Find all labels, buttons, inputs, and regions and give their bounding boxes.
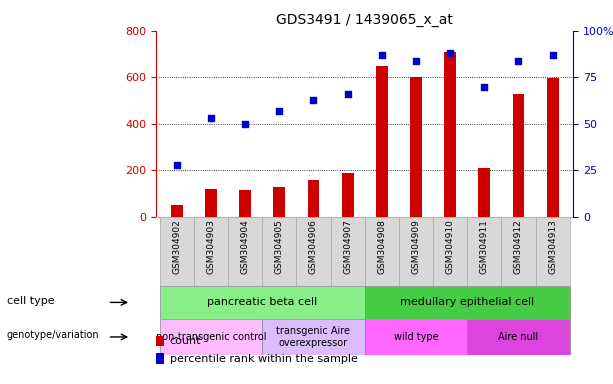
Bar — [308, 180, 319, 217]
Bar — [365, 319, 467, 355]
Point — [240, 121, 250, 127]
Bar — [194, 217, 228, 286]
Text: GSM304910: GSM304910 — [446, 219, 455, 274]
Bar — [156, 353, 164, 364]
Bar — [467, 217, 501, 286]
Point — [206, 115, 216, 121]
Text: GSM304913: GSM304913 — [548, 219, 557, 274]
Text: GSM304905: GSM304905 — [275, 219, 284, 274]
Bar — [376, 66, 388, 217]
Text: count: count — [170, 336, 201, 346]
Bar — [156, 336, 164, 346]
Bar — [478, 168, 490, 217]
Bar — [160, 286, 365, 319]
Bar — [341, 173, 354, 217]
Point — [275, 108, 284, 114]
Bar — [536, 217, 569, 286]
Text: Aire null: Aire null — [498, 332, 539, 342]
Bar — [365, 217, 399, 286]
Point — [411, 58, 421, 64]
Point — [343, 91, 352, 97]
Bar — [273, 187, 285, 217]
Point — [377, 52, 387, 58]
Bar — [297, 217, 330, 286]
Bar — [410, 77, 422, 217]
Text: percentile rank within the sample: percentile rank within the sample — [170, 354, 358, 364]
Bar — [501, 217, 536, 286]
Text: GSM304912: GSM304912 — [514, 219, 523, 274]
Text: pancreatic beta cell: pancreatic beta cell — [207, 297, 318, 308]
Bar — [365, 286, 569, 319]
Bar — [160, 217, 194, 286]
Text: GSM304911: GSM304911 — [480, 219, 489, 274]
Point — [479, 84, 489, 90]
Text: medullary epithelial cell: medullary epithelial cell — [400, 297, 535, 308]
Text: non-transgenic control: non-transgenic control — [156, 332, 266, 342]
Text: cell type: cell type — [7, 296, 55, 306]
Bar — [262, 319, 365, 355]
Text: GSM304908: GSM304908 — [378, 219, 386, 274]
Bar — [433, 217, 467, 286]
Text: GSM304903: GSM304903 — [207, 219, 216, 274]
Bar — [330, 217, 365, 286]
Point — [514, 58, 524, 64]
Text: GSM304907: GSM304907 — [343, 219, 352, 274]
Point — [172, 162, 181, 168]
Point — [548, 52, 558, 58]
Bar — [512, 94, 525, 217]
Bar — [547, 78, 558, 217]
Text: GSM304904: GSM304904 — [241, 219, 249, 274]
Point — [308, 96, 318, 103]
Bar — [228, 217, 262, 286]
Bar — [171, 205, 183, 217]
Text: GSM304902: GSM304902 — [172, 219, 181, 274]
Text: wild type: wild type — [394, 332, 438, 342]
Point — [445, 50, 455, 56]
Bar — [262, 217, 297, 286]
Bar — [160, 319, 262, 355]
Bar — [467, 319, 569, 355]
Bar — [399, 217, 433, 286]
Text: GSM304909: GSM304909 — [411, 219, 421, 274]
Text: genotype/variation: genotype/variation — [7, 330, 99, 340]
Title: GDS3491 / 1439065_x_at: GDS3491 / 1439065_x_at — [276, 13, 453, 27]
Bar — [239, 190, 251, 217]
Text: transgenic Aire
overexpressor: transgenic Aire overexpressor — [276, 326, 351, 348]
Bar — [205, 189, 217, 217]
Text: GSM304906: GSM304906 — [309, 219, 318, 274]
Bar — [444, 52, 456, 217]
